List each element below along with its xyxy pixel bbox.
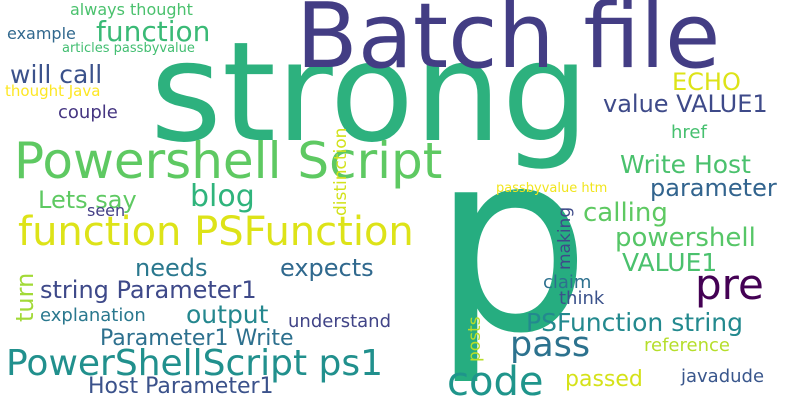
word-code: code — [447, 359, 544, 400]
word-explanation: explanation — [40, 305, 146, 326]
word-think: think — [559, 288, 605, 309]
word-pass: pass — [510, 325, 591, 365]
word-parameter: parameter — [650, 174, 777, 202]
word-function: function — [96, 15, 211, 48]
word-host-parameter1: Host Parameter1 — [88, 374, 274, 399]
word-echo: ECHO — [672, 68, 741, 96]
word-strong: strong — [150, 12, 590, 173]
word-making: making — [555, 206, 575, 270]
word-calling: calling — [583, 198, 668, 228]
word-p: p — [432, 97, 591, 388]
word-value1: VALUE1 — [622, 248, 718, 277]
word-passed: passed — [565, 367, 643, 392]
word-understand: understand — [288, 311, 392, 332]
word-needs: needs — [135, 254, 208, 282]
word-example: example — [7, 24, 76, 43]
word-powershellscript-ps1: PowerShellScript ps1 — [6, 343, 384, 384]
word-reference: reference — [644, 335, 730, 356]
word-function-psfunction: function PSFunction — [18, 209, 414, 255]
word-couple: couple — [58, 102, 118, 123]
word-always-thought: always thought — [70, 0, 193, 19]
word-powershell: powershell — [615, 223, 756, 253]
word-parameter1-write: Parameter1 Write — [100, 326, 294, 351]
word-distinction: distinction — [331, 127, 351, 216]
word-lets-say: Lets say — [38, 186, 137, 214]
word-pre: pre — [695, 260, 764, 309]
word-value-value1: value VALUE1 — [603, 90, 768, 118]
word-passbyvalue-htm: passbyvalue htm — [496, 181, 608, 196]
word-psfunction-string: PSFunction string — [526, 308, 743, 337]
word-expects: expects — [280, 254, 374, 282]
word-blog: blog — [190, 179, 255, 214]
word-batch-file: Batch file — [296, 0, 721, 89]
word-href: href — [671, 122, 707, 143]
word-claim: claim — [543, 272, 592, 293]
word-seen: seen — [87, 201, 126, 220]
word-powershell-script: Powershell Script — [14, 132, 443, 190]
word-write-host: Write Host — [620, 150, 751, 179]
word-output: output — [186, 300, 269, 329]
word-articles-passbyvalue: articles passbyvalue — [62, 41, 195, 56]
word-thought-java: thought Java — [5, 82, 101, 100]
word-turn: turn — [11, 272, 39, 322]
word-posts: posts — [465, 316, 485, 362]
word-string-parameter1: string Parameter1 — [40, 276, 257, 304]
word-javadude: javadude — [681, 366, 765, 387]
word-will-call: will call — [10, 60, 103, 89]
